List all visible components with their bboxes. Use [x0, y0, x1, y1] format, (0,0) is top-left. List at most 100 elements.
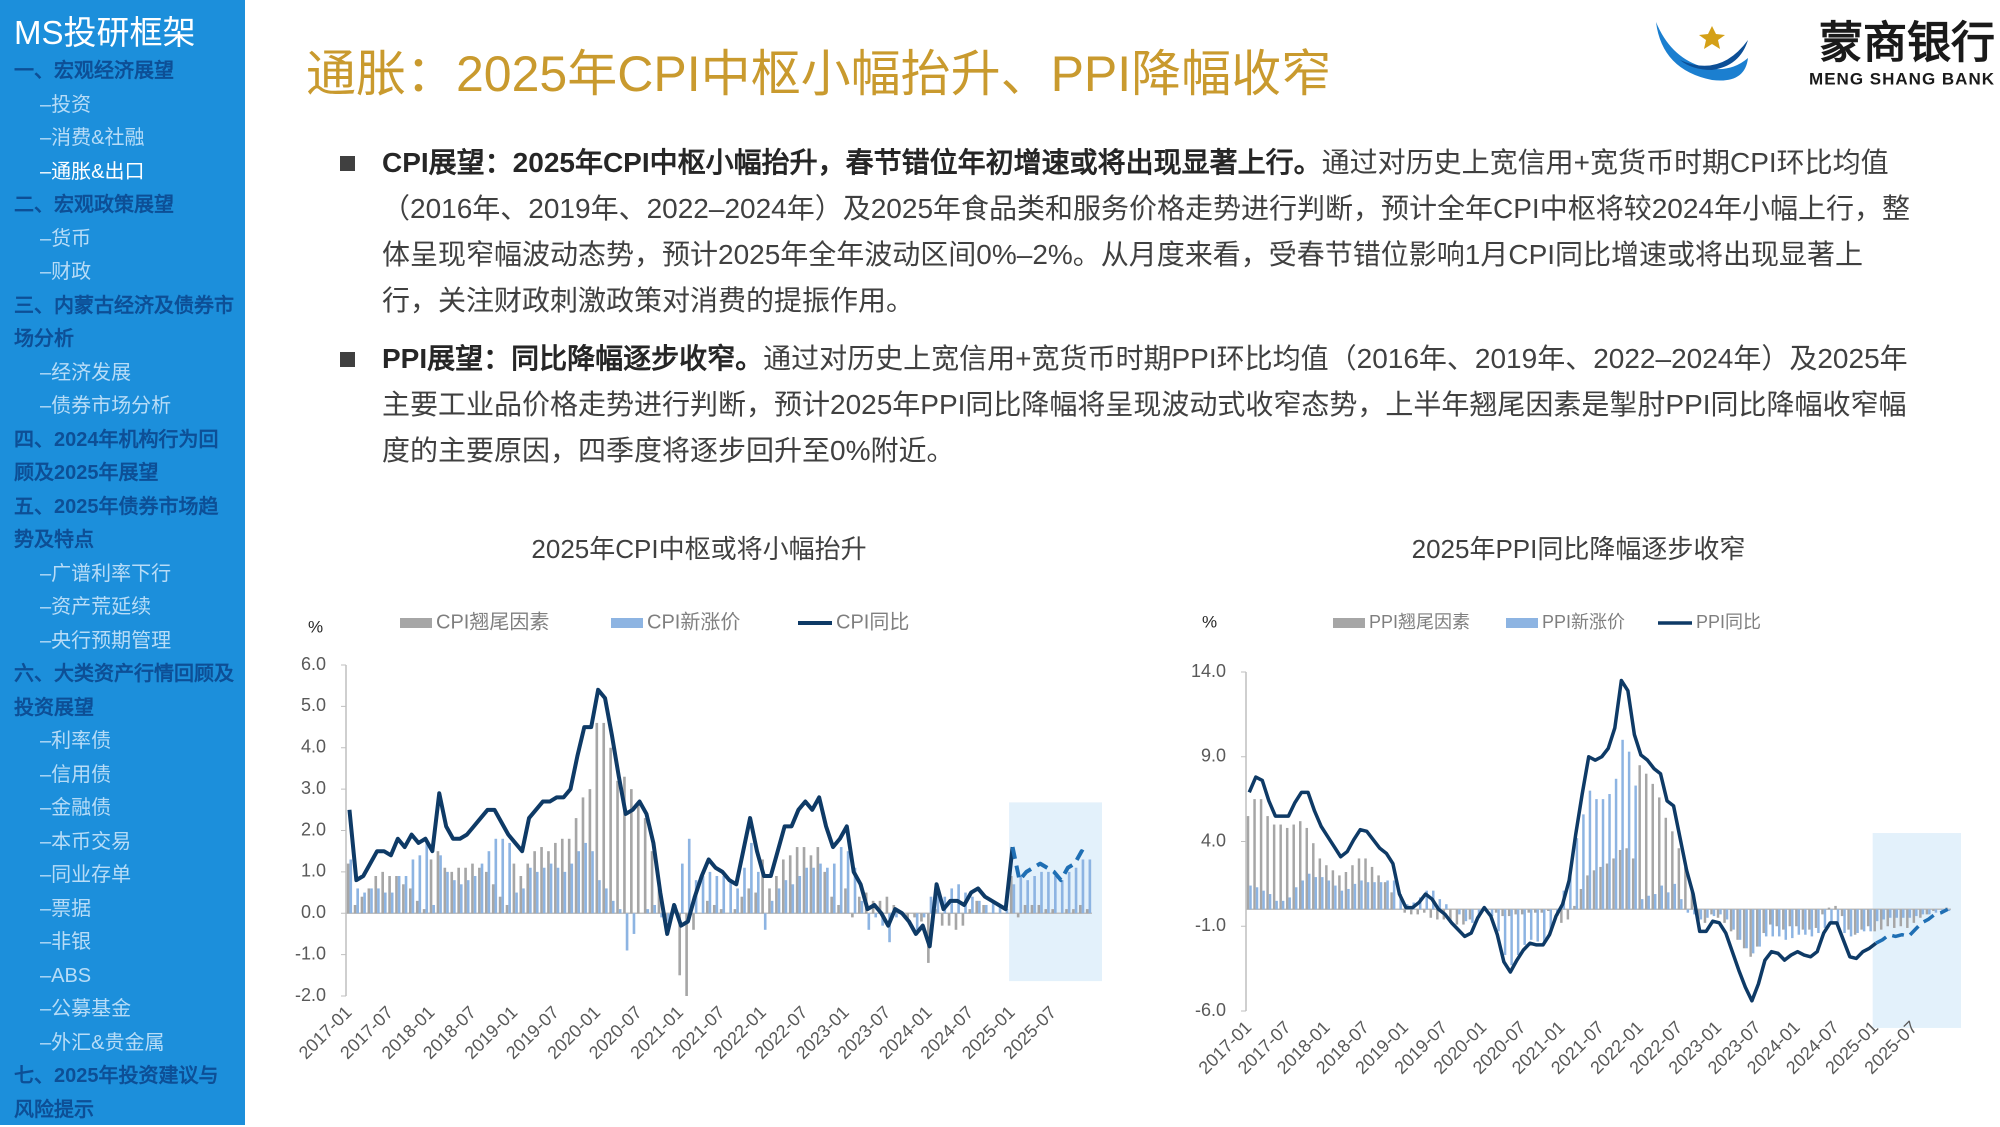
bar — [570, 863, 574, 914]
bar — [1706, 909, 1709, 918]
bar — [816, 847, 820, 914]
bar — [1778, 909, 1781, 937]
bar — [473, 876, 477, 914]
bar — [1631, 858, 1635, 910]
bar — [922, 913, 926, 918]
legend-swatch — [1333, 618, 1365, 628]
bar — [853, 867, 857, 914]
bar — [1445, 904, 1448, 910]
bar — [1294, 887, 1298, 910]
bar — [1660, 885, 1663, 910]
logo-star — [1699, 26, 1725, 49]
bar — [611, 900, 615, 914]
bar — [471, 863, 474, 914]
bar — [1325, 865, 1328, 910]
bar — [1856, 909, 1859, 934]
bar — [1879, 909, 1883, 930]
bar — [1338, 875, 1341, 910]
bar — [1915, 909, 1918, 917]
bar — [1366, 882, 1370, 910]
bar — [982, 904, 985, 914]
bar — [1860, 909, 1863, 930]
legend-swatch — [1506, 618, 1538, 628]
bar — [346, 863, 350, 914]
bar — [498, 896, 502, 914]
bar — [1318, 858, 1322, 910]
bar — [1769, 909, 1772, 925]
bar — [1716, 909, 1720, 918]
bar — [971, 896, 974, 914]
sidebar-item: –财政 — [40, 261, 92, 283]
bar — [1268, 894, 1272, 910]
bar — [1595, 799, 1598, 910]
y-tick-label: 0.0 — [301, 902, 326, 922]
line — [1875, 907, 1949, 945]
bar — [1464, 909, 1468, 922]
bar — [1658, 797, 1661, 910]
sidebar-item: 二、宏观政策展望 — [14, 194, 174, 216]
bar — [1755, 909, 1759, 947]
bar — [1510, 909, 1513, 966]
bar — [508, 842, 511, 914]
bar — [1671, 831, 1674, 910]
bar — [480, 863, 484, 914]
bar — [657, 888, 661, 914]
bar — [526, 863, 530, 914]
bar — [1804, 909, 1807, 935]
sidebar-item: 四、2024年机构行为回顾及2025年展望 — [14, 428, 219, 485]
sidebar-item: –同业存单 — [40, 864, 132, 886]
bar — [936, 888, 940, 914]
bar — [1353, 883, 1357, 910]
bar — [750, 842, 753, 914]
bar — [422, 909, 426, 914]
bar — [367, 888, 371, 914]
bar — [1547, 909, 1550, 911]
bar — [432, 904, 435, 914]
bar — [685, 913, 688, 996]
bar — [1582, 814, 1585, 910]
bar — [954, 913, 958, 930]
bar — [1377, 875, 1380, 910]
bar — [1334, 885, 1337, 910]
bullet-marker — [340, 352, 355, 367]
bar — [991, 900, 995, 914]
bar — [823, 871, 827, 914]
bar — [1579, 888, 1583, 910]
bar — [1560, 909, 1563, 923]
bar — [1272, 824, 1276, 910]
bar — [775, 876, 778, 914]
bar — [395, 876, 398, 914]
y-tick-label: 4.0 — [1201, 830, 1226, 850]
bar — [1549, 909, 1553, 934]
bar — [605, 888, 608, 914]
bar — [349, 859, 353, 914]
bar — [381, 871, 384, 914]
bar — [560, 838, 564, 914]
bar — [370, 888, 373, 914]
bar — [1738, 909, 1742, 940]
bar — [567, 838, 571, 914]
bar — [1906, 909, 1909, 928]
bar — [756, 871, 760, 914]
bar — [1060, 880, 1064, 914]
bar — [1471, 909, 1474, 923]
bar — [1331, 870, 1335, 910]
bar — [754, 892, 757, 914]
bar — [1771, 909, 1774, 937]
bar — [1543, 909, 1546, 942]
bar — [846, 851, 850, 914]
bar — [1065, 909, 1068, 914]
bar — [1608, 794, 1611, 910]
bar — [1079, 904, 1082, 914]
sidebar-item: –债券市场分析 — [40, 395, 172, 417]
bar — [1023, 904, 1027, 914]
bar — [1327, 880, 1331, 910]
bar — [1869, 909, 1872, 932]
line — [347, 687, 1015, 949]
sidebar: MS投研框架 一、宏观经济展望 –投资 –消费&社融 –通胀&出口 二、宏观政策展望 –货… — [0, 0, 245, 1125]
bar — [1762, 909, 1765, 934]
bar — [1882, 909, 1885, 920]
bar — [1612, 858, 1615, 910]
legend-label: CPI新涨价 — [647, 610, 740, 633]
bar — [788, 855, 792, 914]
